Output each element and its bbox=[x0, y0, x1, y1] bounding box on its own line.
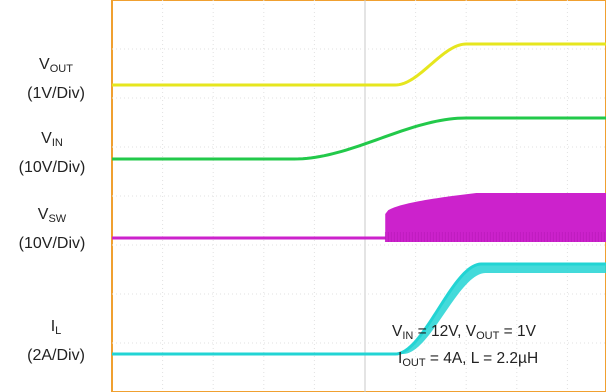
vout-label: VOUT (1V/Div) bbox=[12, 56, 100, 103]
il-label: IL (2A/Div) bbox=[12, 318, 100, 365]
conditions-line-2: IOUT = 4A, L = 2.2µH bbox=[398, 350, 539, 369]
in-trace bbox=[112, 116, 606, 161]
waveform-traces bbox=[112, 42, 606, 356]
conditions-line-1: VIN = 12V, VOUT = 1V bbox=[392, 323, 536, 342]
vin-label: VIN (10V/Div) bbox=[6, 130, 98, 177]
vin-scale: (10V/Div) bbox=[18, 159, 86, 176]
vsw-switching-envelope bbox=[385, 193, 606, 242]
il-ripple-band bbox=[395, 264, 606, 355]
vsw-scale: (10V/Div) bbox=[18, 235, 86, 252]
out-trace bbox=[112, 42, 606, 87]
il-scale: (2A/Div) bbox=[27, 347, 85, 364]
vsw-label: VSW (10V/Div) bbox=[6, 206, 98, 253]
vout-scale: (1V/Div) bbox=[27, 85, 85, 102]
